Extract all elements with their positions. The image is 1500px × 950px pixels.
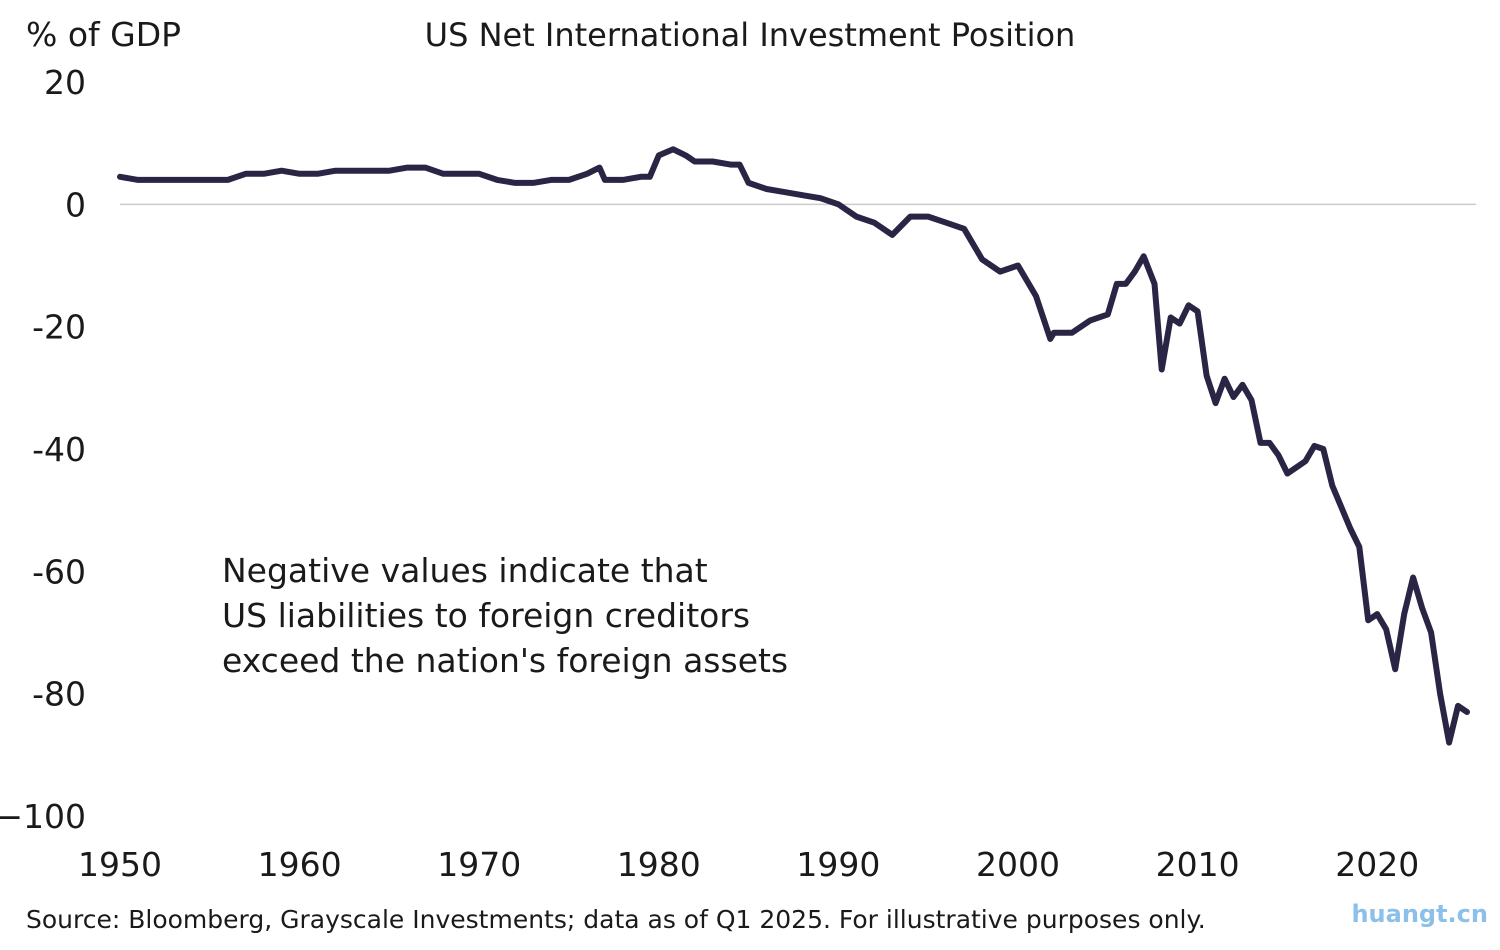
series-line xyxy=(117,146,1470,746)
y-tick-label: -60 xyxy=(32,552,86,591)
y-tick-label: 20 xyxy=(44,63,86,102)
series-group xyxy=(117,146,1470,746)
x-tick-label: 1950 xyxy=(78,845,162,884)
x-axis: 1950 1960 1970 1980 1990 2000 2010 2020 xyxy=(78,845,1419,884)
y-axis: 20 0 -20 -40 -60 -80 −100 xyxy=(0,63,86,836)
y-tick-label: -80 xyxy=(32,675,86,714)
x-tick-label: 1980 xyxy=(617,845,701,884)
x-tick-label: 1990 xyxy=(796,845,880,884)
source-note: Source: Bloomberg, Grayscale Investments… xyxy=(26,905,1206,934)
annotation-line: exceed the nation's foreign assets xyxy=(222,641,788,680)
y-tick-label: -20 xyxy=(32,308,86,347)
annotation-line: Negative values indicate that xyxy=(222,551,708,590)
x-tick-label: 1960 xyxy=(258,845,342,884)
y-tick-label: 0 xyxy=(65,185,86,224)
x-tick-label: 2000 xyxy=(976,845,1060,884)
annotation: Negative values indicate that US liabilit… xyxy=(222,551,788,680)
x-tick-label: 2020 xyxy=(1335,845,1419,884)
watermark: huangt.cn xyxy=(1351,900,1488,928)
y-tick-label: -40 xyxy=(32,430,86,469)
y-axis-unit-label: % of GDP xyxy=(26,15,181,54)
x-tick-label: 1970 xyxy=(437,845,521,884)
y-tick-label: −100 xyxy=(0,797,86,836)
annotation-line: US liabilities to foreign creditors xyxy=(222,596,750,635)
chart-title: US Net International Investment Position xyxy=(425,16,1076,54)
x-tick-label: 2010 xyxy=(1156,845,1240,884)
